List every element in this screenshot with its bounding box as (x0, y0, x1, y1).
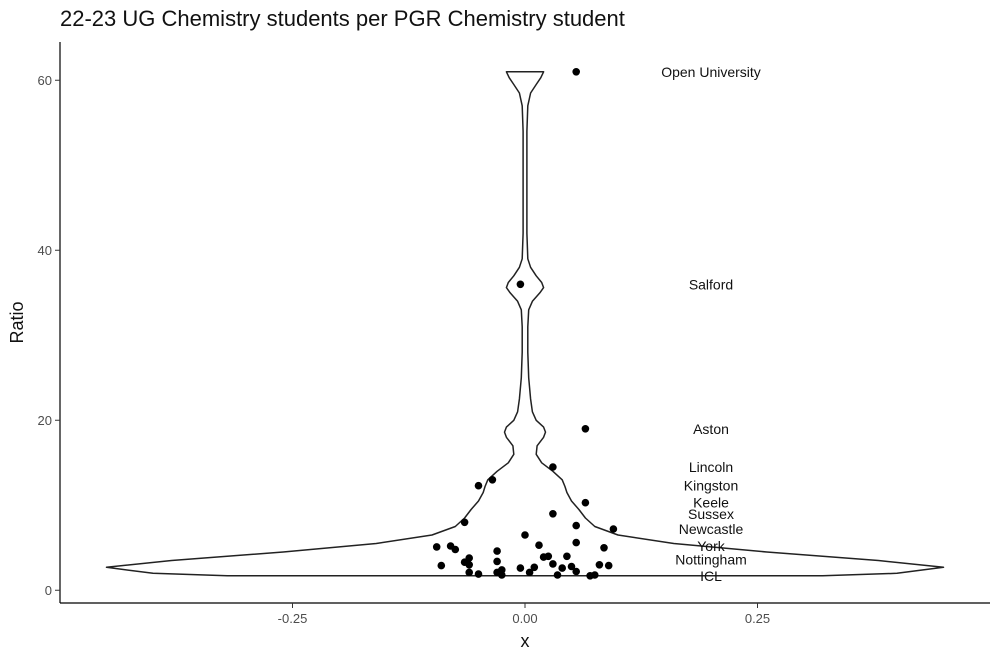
data-point (460, 518, 469, 527)
points-layer (432, 68, 618, 580)
data-point (525, 568, 534, 577)
y-tick-label: 60 (38, 73, 52, 88)
data-point (595, 561, 604, 569)
data-point (572, 68, 580, 76)
data-point (558, 564, 566, 572)
data-point (572, 538, 580, 547)
data-point (581, 425, 590, 433)
data-point (465, 561, 474, 569)
data-point (474, 481, 483, 490)
data-point (521, 531, 529, 539)
data-point (493, 547, 501, 555)
labels-layer: Open University Salford Aston Lincoln Kingst… (661, 64, 761, 584)
chart-title: 22-23 UG Chemistry students per PGR Chem… (60, 6, 625, 31)
violin-outline (105, 71, 945, 577)
point-label: Sussex (688, 506, 734, 522)
data-point (572, 567, 580, 576)
data-point (567, 562, 576, 571)
violin-layer (105, 71, 945, 577)
y-axis: 0 20 40 60 (38, 42, 61, 603)
x-axis: -0.25 0.00 0.25 (60, 602, 990, 626)
x-tick-label: 0.25 (745, 611, 770, 626)
data-point (465, 568, 474, 577)
y-axis-title: Ratio (7, 301, 27, 343)
data-point (581, 498, 590, 507)
data-point (609, 525, 618, 533)
data-point (539, 553, 548, 561)
data-point (549, 560, 557, 568)
point-label: Keele (693, 495, 729, 511)
point-label: Salford (689, 276, 733, 292)
data-point (604, 561, 613, 570)
data-point (600, 544, 608, 552)
x-tick-label: -0.25 (278, 611, 308, 626)
data-point (498, 571, 506, 579)
data-point (535, 541, 543, 549)
point-label: Lincoln (689, 459, 733, 475)
data-point (516, 564, 525, 572)
data-point (493, 557, 501, 566)
point-label: Newcastle (679, 521, 744, 537)
point-label: Aston (693, 421, 729, 437)
y-tick-label: 0 (45, 583, 52, 598)
point-label: Open University (661, 64, 761, 80)
data-point (530, 563, 539, 572)
data-point (586, 572, 594, 580)
data-point (549, 463, 557, 471)
data-point (488, 476, 497, 484)
data-point (549, 510, 557, 518)
x-axis-title: x (521, 631, 530, 651)
data-point (553, 571, 562, 579)
data-point (437, 561, 446, 570)
data-point (572, 521, 580, 530)
data-point (432, 543, 441, 551)
data-point (516, 280, 525, 289)
point-label: Kingston (684, 478, 738, 494)
point-label: ICL (700, 568, 722, 584)
x-tick-label: 0.00 (512, 611, 537, 626)
data-point (474, 570, 483, 578)
y-tick-label: 20 (38, 413, 52, 428)
data-point (563, 552, 571, 561)
point-label: Nottingham (675, 552, 747, 568)
y-tick-label: 40 (38, 243, 52, 258)
point-label: York (697, 538, 726, 554)
data-point (451, 545, 460, 554)
